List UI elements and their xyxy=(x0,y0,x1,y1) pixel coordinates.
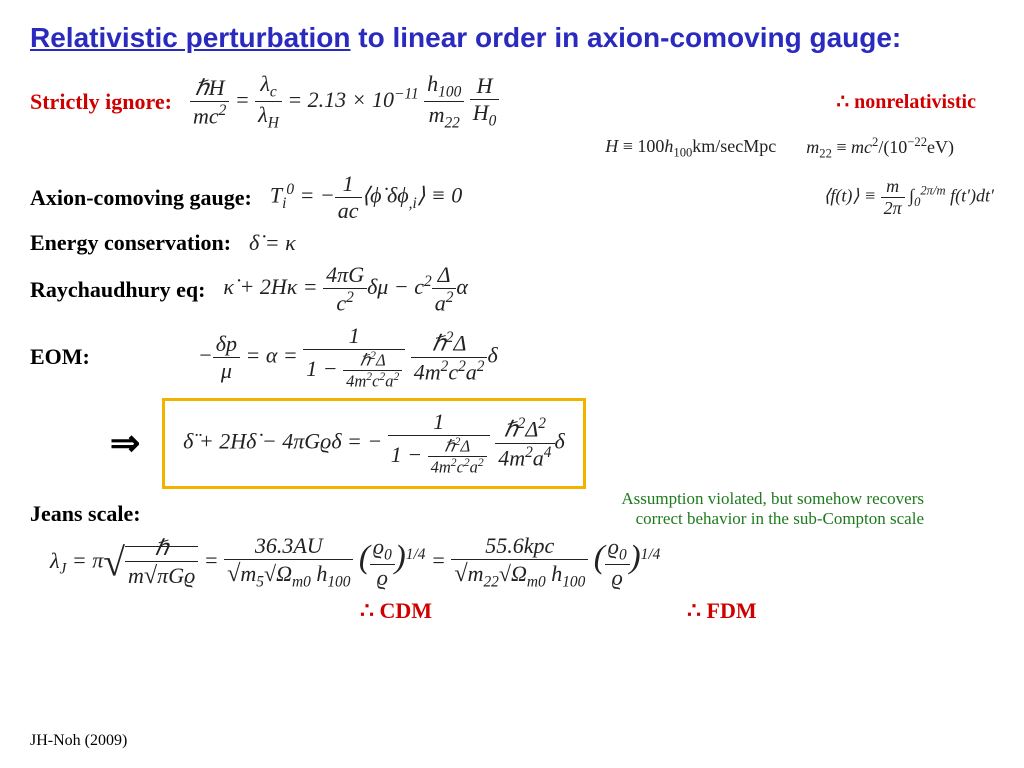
row-axion-gauge: Axion-comoving gauge: Ti0 = −1ac⟨ϕ̇ δϕ,i… xyxy=(30,171,994,224)
eq-raychaudhury: κ̇ + 2Hκ = 4πGc2δμ − c2Δa2α xyxy=(223,262,468,316)
label-energy: Energy conservation: xyxy=(30,230,231,256)
label-strictly-ignore: Strictly ignore: xyxy=(30,89,172,115)
eq-jeans: λJ = π√ℏm√πGϱ = 36.3AU√m5√Ωm0 h100 (ϱ0ϱ)… xyxy=(50,533,660,591)
citation: JH-Noh (2009) xyxy=(30,732,127,750)
row-jeans-eq: λJ = π√ℏm√πGϱ = 36.3AU√m5√Ωm0 h100 (ϱ0ϱ)… xyxy=(30,533,994,591)
def-m22: m22 ≡ mc2/(10−22eV) xyxy=(806,135,954,162)
row-energy: Energy conservation: δ̇ = κ xyxy=(30,230,994,256)
eq-eom: −δpμ = α = 11 − ℏ2Δ4m2c2a2 ℏ2Δ4m2c2a2δ xyxy=(198,323,498,392)
row-eom: EOM: −δpμ = α = 11 − ℏ2Δ4m2c2a2 ℏ2Δ4m2c2… xyxy=(30,323,994,392)
label-eom: EOM: xyxy=(30,344,90,370)
eq-energy: δ̇ = κ xyxy=(249,230,296,256)
title-rest: to linear order in axion-comoving gauge: xyxy=(351,22,902,53)
label-jeans: Jeans scale: xyxy=(30,501,141,527)
page-title: Relativistic perturbation to linear orde… xyxy=(30,20,994,55)
arrow-implies: ⇒ xyxy=(110,422,140,464)
label-raychaudhury: Raychaudhury eq: xyxy=(30,277,205,303)
eq-result-boxed: δ̈ + 2Hδ̇ − 4πGϱδ = − 11 − ℏ2Δ4m2c2a2 ℏ2… xyxy=(162,398,586,489)
label-cdm: ∴ CDM xyxy=(360,598,432,624)
title-underlined: Relativistic perturbation xyxy=(30,22,351,53)
row-raychaudhury: Raychaudhury eq: κ̇ + 2Hκ = 4πGc2δμ − c2… xyxy=(30,262,994,316)
label-fdm: ∴ FDM xyxy=(687,598,757,624)
row-result: ⇒ δ̈ + 2Hδ̇ − 4πGϱδ = − 11 − ℏ2Δ4m2c2a2 … xyxy=(30,398,994,489)
eq-avg-def: ⟨f(t)⟩ ≡ m2π ∫02π/m f(t′)dt′ xyxy=(823,176,994,219)
def-H: H ≡ 100h100km/secMpc xyxy=(605,136,776,161)
label-axion-gauge: Axion-comoving gauge: xyxy=(30,185,252,211)
eq-strictly-ignore: ℏHmc2 = λcλH = 2.13 × 10−11 h100m22 HH0 xyxy=(190,71,499,133)
row-strictly-ignore: Strictly ignore: ℏHmc2 = λcλH = 2.13 × 1… xyxy=(30,71,994,133)
row-cdm-fdm: ∴ CDM ∴ FDM xyxy=(30,598,994,624)
eq-axion-gauge: Ti0 = −1ac⟨ϕ̇ δϕ,i⟩ ≡ 0 xyxy=(270,171,462,224)
label-nonrelativistic: ∴ nonrelativistic xyxy=(836,89,976,114)
row-defs: H ≡ 100h100km/secMpc m22 ≡ mc2/(10−22eV) xyxy=(30,135,994,162)
